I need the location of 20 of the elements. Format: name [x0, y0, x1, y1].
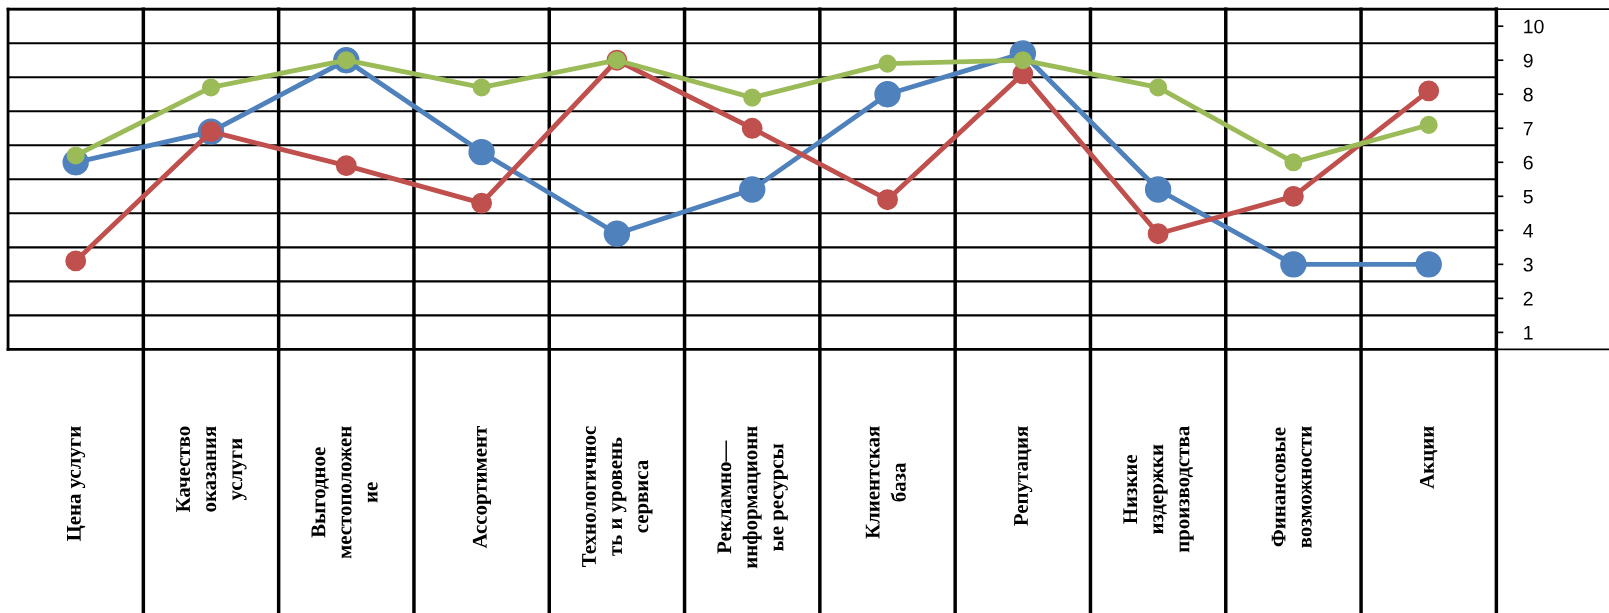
- x-tick-label: Ассортимент: [472, 426, 492, 549]
- x-tick-label: Технологичнос ть и уровень сервиса: [582, 426, 653, 567]
- x-tick-label: Репутация: [1014, 426, 1033, 526]
- y-tick-label: 1: [1524, 326, 1533, 340]
- y-tick-label: 5: [1523, 189, 1533, 204]
- x-tick-label: Финансовые возможности: [1271, 426, 1312, 548]
- y-tick-label: 8: [1523, 87, 1533, 102]
- x-tick-label: Акции: [1419, 426, 1438, 489]
- x-tick-label: Низкие издержки производства: [1123, 426, 1194, 553]
- y-tick-label: 9: [1523, 53, 1533, 68]
- y-tick-label: 6: [1523, 155, 1533, 170]
- x-tick-label: Цена услуги: [67, 426, 86, 542]
- x-tick-label: Выгодное местоположен ие: [311, 426, 378, 559]
- y-tick-label: 4: [1523, 224, 1533, 238]
- x-tick-label: Качество оказания услуги: [176, 426, 247, 513]
- y-tick-label: 3: [1523, 257, 1533, 272]
- x-tick-label: Клиентская база: [865, 426, 906, 539]
- y-tick-label: 2: [1523, 291, 1533, 306]
- y-tick-label: 10: [1524, 19, 1544, 34]
- y-tick-label: 7: [1523, 121, 1533, 136]
